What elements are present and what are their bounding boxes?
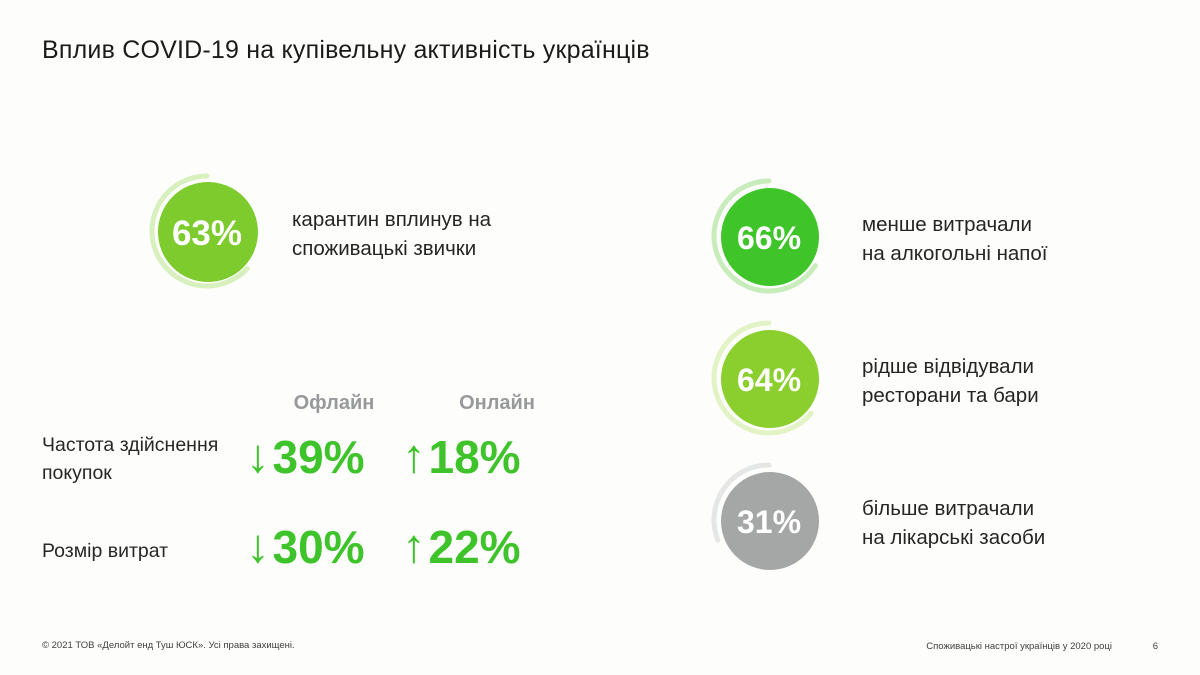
arrow-down-icon: ↓ xyxy=(246,519,270,572)
footer-copyright: © 2021 ТОВ «Делойт енд Туш ЮСК». Усі пра… xyxy=(42,640,295,651)
donut-ring-chart xyxy=(149,173,265,289)
stat-value: 66% xyxy=(736,220,802,256)
value-number: 30% xyxy=(272,521,365,573)
stat-caption: рідше відвідували ресторани та бари xyxy=(862,352,1039,410)
row-label-line: Розмір витрат xyxy=(42,540,169,562)
donut-fill-circle xyxy=(721,472,819,570)
caption-line: ресторани та бари xyxy=(862,383,1039,407)
arrow-down-icon: ↓ xyxy=(246,429,270,482)
table-row-label: Частота здійснення покупок xyxy=(42,432,218,487)
stat-caption: менше витрачали на алкогольні напої xyxy=(862,210,1048,268)
stat-donut: 64% xyxy=(708,317,830,444)
footer-page-number: 6 xyxy=(1152,641,1158,652)
donut-fill-circle xyxy=(721,188,819,286)
donut-ring-arc xyxy=(149,173,265,289)
value-number: 39% xyxy=(272,431,365,483)
hero-stat: 63% карантин вплинув на споживацькі звич… xyxy=(146,170,491,297)
caption-line: більше витрачали xyxy=(862,496,1035,520)
caption-line: споживацькі звички xyxy=(292,236,477,260)
caption-line: на алкогольні напої xyxy=(862,241,1048,265)
arrow-up-icon: ↑ xyxy=(402,429,426,482)
slide-title: Вплив COVID-19 на купівельну активність … xyxy=(42,36,650,64)
donut-ring-arc xyxy=(711,462,827,578)
hero-stat-caption: карантин вплинув на споживацькі звички xyxy=(292,205,491,263)
stat-restaurants: 64% рідше відвідували ресторани та бари xyxy=(708,317,1039,444)
table-value-offline: ↓ 30% xyxy=(246,520,365,574)
stat-value: 64% xyxy=(736,362,802,398)
column-header-online: Онлайн xyxy=(459,392,535,414)
table-value-online: ↑ 18% xyxy=(402,430,521,484)
donut-ring-arc xyxy=(711,320,827,436)
donut-ring-chart xyxy=(711,320,827,436)
hero-donut: 63% xyxy=(146,170,268,297)
stat-alcohol: 66% менше витрачали на алкогольні напої xyxy=(708,175,1048,302)
stat-donut: 66% xyxy=(708,175,830,302)
row-label-line: покупок xyxy=(42,461,112,484)
caption-line: на лікарські засоби xyxy=(862,525,1046,549)
caption-line: рідше відвідували xyxy=(862,354,1034,378)
hero-stat-value: 63% xyxy=(171,213,243,253)
stat-caption: більше витрачали на лікарські засоби xyxy=(862,494,1045,552)
table-value-offline: ↓ 39% xyxy=(246,430,365,484)
arrow-up-icon: ↑ xyxy=(402,519,426,572)
row-label-line: Частота здійснення xyxy=(42,434,219,456)
table-row-label: Розмір витрат xyxy=(42,538,168,566)
value-number: 22% xyxy=(428,521,521,573)
donut-ring-chart xyxy=(711,462,827,578)
caption-line: менше витрачали xyxy=(862,212,1032,236)
footer-report-title: Споживацькі настрої українців у 2020 роц… xyxy=(926,641,1112,652)
caption-line: карантин вплинув на xyxy=(292,207,492,231)
donut-ring-chart xyxy=(711,178,827,294)
donut-fill-circle xyxy=(721,330,819,428)
donut-fill-circle xyxy=(158,182,258,282)
value-number: 18% xyxy=(428,431,521,483)
table-value-online: ↑ 22% xyxy=(402,520,521,574)
stat-donut: 31% xyxy=(708,459,830,586)
stat-medicine: 31% більше витрачали на лікарські засоби xyxy=(708,459,1045,586)
column-header-offline: Офлайн xyxy=(293,392,375,414)
stat-value: 31% xyxy=(736,504,802,540)
donut-ring-arc xyxy=(711,178,827,294)
